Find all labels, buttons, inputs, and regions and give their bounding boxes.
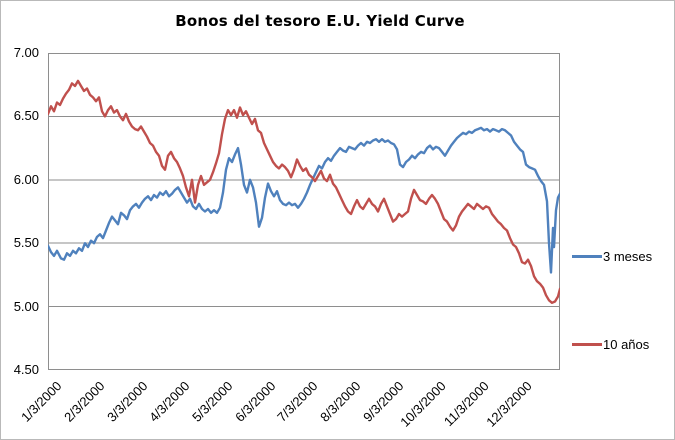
x-tick-label[interactable]: 10/3/2000 bbox=[397, 378, 449, 430]
legend-item-10-anos[interactable]: 10 años bbox=[572, 337, 649, 352]
x-tick-label[interactable]: 6/3/2000 bbox=[231, 378, 279, 425]
legend-label: 10 años bbox=[603, 337, 650, 352]
legend-line-sample bbox=[572, 255, 602, 258]
legend-item-3-meses[interactable]: 3 meses bbox=[572, 249, 652, 264]
legend-line-sample bbox=[572, 343, 602, 346]
y-tick-label[interactable]: 6.00 bbox=[13, 171, 39, 187]
legend-label: 3 meses bbox=[603, 249, 653, 264]
y-tick-label[interactable]: 5.50 bbox=[13, 235, 39, 251]
y-tick-label[interactable]: 5.00 bbox=[13, 298, 39, 314]
x-tick-label[interactable]: 7/3/2000 bbox=[274, 378, 321, 425]
x-tick-label[interactable]: 5/3/2000 bbox=[189, 378, 236, 425]
x-tick-label[interactable]: 4/3/2000 bbox=[146, 378, 193, 425]
x-tick-label[interactable]: 1/3/2000 bbox=[18, 378, 65, 425]
series-line-10-anos[interactable] bbox=[48, 79, 560, 305]
y-tick-label[interactable]: 7.00 bbox=[13, 45, 39, 60]
y-tick-label[interactable]: 6.50 bbox=[13, 108, 39, 124]
x-tick-label[interactable]: 11/3/2000 bbox=[440, 378, 492, 430]
x-tick-label[interactable]: 3/3/2000 bbox=[103, 378, 151, 425]
plot-border bbox=[48, 53, 560, 370]
x-tick-label[interactable]: 8/3/2000 bbox=[317, 378, 364, 425]
plot-svg[interactable] bbox=[48, 53, 560, 370]
chart-title[interactable]: Bonos del tesoro E.U. Yield Curve bbox=[175, 12, 465, 30]
series-line-3-meses[interactable] bbox=[48, 126, 560, 274]
y-tick-label[interactable]: 4.50 bbox=[13, 362, 39, 377]
x-tick-label[interactable]: 2/3/2000 bbox=[61, 378, 108, 425]
x-tick-label[interactable]: 12/3/2000 bbox=[482, 378, 535, 430]
